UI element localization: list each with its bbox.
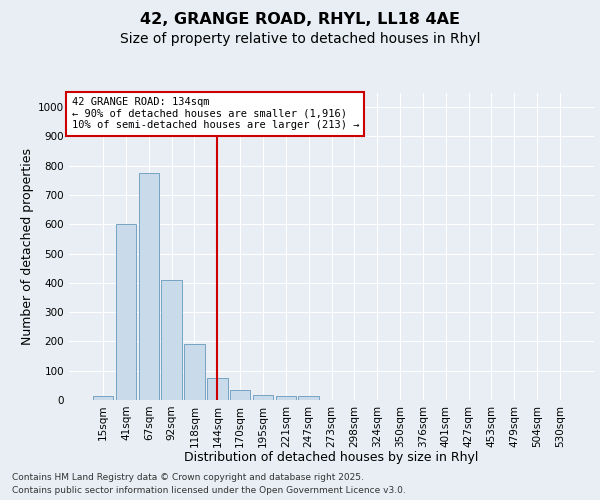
Bar bbox=[93, 396, 113, 400]
Text: 42 GRANGE ROAD: 134sqm
← 90% of detached houses are smaller (1,916)
10% of semi-: 42 GRANGE ROAD: 134sqm ← 90% of detached… bbox=[71, 97, 359, 130]
Text: Size of property relative to detached houses in Rhyl: Size of property relative to detached ho… bbox=[120, 32, 480, 46]
Bar bbox=[116, 224, 136, 400]
Bar bbox=[139, 173, 159, 400]
Text: 42, GRANGE ROAD, RHYL, LL18 4AE: 42, GRANGE ROAD, RHYL, LL18 4AE bbox=[140, 12, 460, 28]
Text: Contains public sector information licensed under the Open Government Licence v3: Contains public sector information licen… bbox=[12, 486, 406, 495]
Bar bbox=[275, 396, 296, 400]
X-axis label: Distribution of detached houses by size in Rhyl: Distribution of detached houses by size … bbox=[184, 451, 479, 464]
Bar bbox=[298, 396, 319, 400]
Bar bbox=[230, 390, 250, 400]
Bar bbox=[207, 378, 227, 400]
Bar bbox=[161, 280, 182, 400]
Text: Contains HM Land Registry data © Crown copyright and database right 2025.: Contains HM Land Registry data © Crown c… bbox=[12, 472, 364, 482]
Bar bbox=[253, 394, 273, 400]
Bar bbox=[184, 344, 205, 400]
Y-axis label: Number of detached properties: Number of detached properties bbox=[21, 148, 34, 345]
